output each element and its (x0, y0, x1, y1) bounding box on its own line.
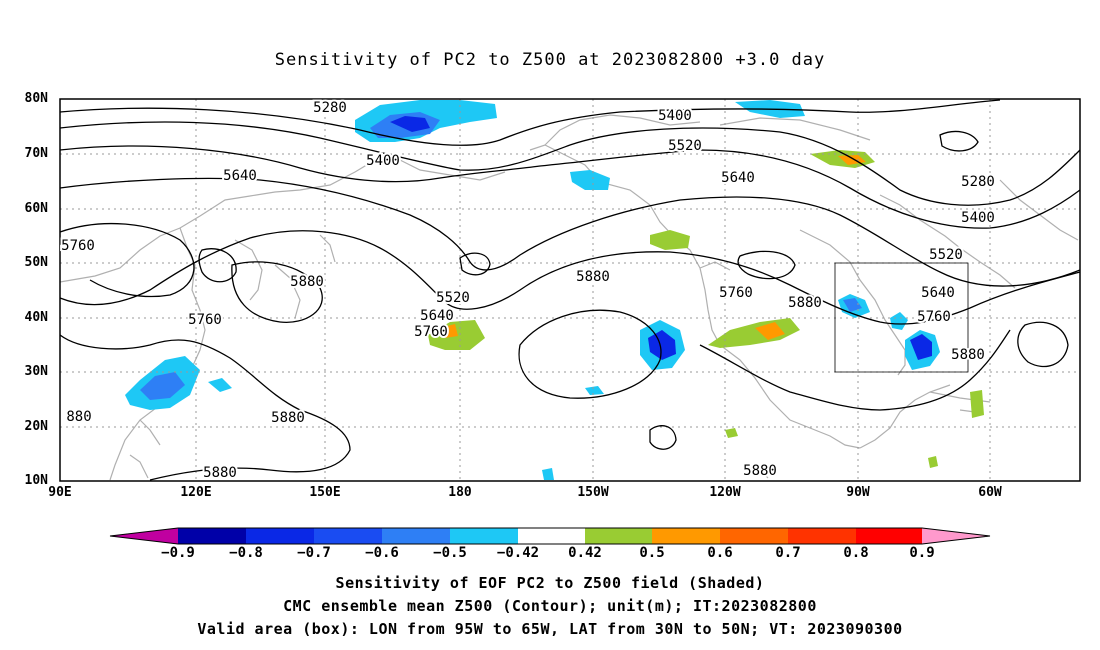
lat-label: 30N (24, 364, 48, 379)
lon-label: 120E (180, 485, 212, 500)
map-plot-area (59, 98, 1081, 482)
colorbar-swatch (720, 528, 788, 544)
colorbar-label: 0.7 (775, 545, 801, 561)
plot-frame (59, 98, 1081, 482)
contour-label: 5760 (414, 324, 448, 340)
contour-label: 5400 (366, 153, 400, 169)
colorbar-label: −0.42 (496, 545, 540, 561)
lon-label: 90E (48, 485, 72, 500)
lat-label: 50N (24, 255, 48, 270)
contour-label: 5880 (203, 465, 237, 481)
contour-label: 5880 (743, 463, 777, 479)
map-title: Sensitivity of PC2 to Z500 at 2023082800… (274, 50, 826, 70)
colorbar-swatch (314, 528, 382, 544)
lat-label: 10N (24, 473, 48, 488)
colorbar-swatch (788, 528, 856, 544)
lat-label: 20N (24, 419, 48, 434)
colorbar-swatch (518, 528, 585, 544)
colorbar-swatch (652, 528, 720, 544)
contour-label: 5400 (658, 108, 692, 124)
lat-label: 40N (24, 310, 48, 325)
colorbar-label: −0.9 (161, 545, 195, 561)
contour-label: 5640 (721, 170, 755, 186)
lon-label: 150W (577, 485, 609, 500)
lat-label: 60N (24, 201, 48, 216)
contour-label: 5280 (961, 174, 995, 190)
colorbar-swatch (246, 528, 314, 544)
z500-contours (59, 99, 1081, 481)
contour-label: 5520 (668, 138, 702, 154)
caption-shading: Sensitivity of EOF PC2 to Z500 field (Sh… (335, 574, 765, 592)
colorbar-label: −0.7 (297, 545, 331, 561)
contour-label: 5640 (921, 285, 955, 301)
colorbar-swatch (585, 528, 652, 544)
contour-label: 5760 (188, 312, 222, 328)
colorbar-label: 0.9 (909, 545, 935, 561)
lon-label: 90W (846, 485, 870, 500)
lon-label: 180 (448, 485, 472, 500)
contour-label: 5760 (719, 285, 753, 301)
lon-label: 120W (709, 485, 741, 500)
contour-label: 5520 (436, 290, 470, 306)
contour-label: 5760 (917, 309, 951, 325)
colorbar-swatch (178, 528, 246, 544)
contour-labels: 5280 5400 5640 5760 5880 5400 5520 5640 … (59, 98, 997, 483)
colorbar-label: −0.8 (229, 545, 263, 561)
contour-label: 5520 (929, 247, 963, 263)
contour-label: 5880 (290, 274, 324, 290)
contour-label: 5400 (961, 210, 995, 226)
colorbar-label: −0.5 (433, 545, 467, 561)
contour-label: 5880 (576, 269, 610, 285)
caption-valid-area: Valid area (box): LON from 95W to 65W, L… (197, 620, 903, 638)
contour-label: 5880 (271, 410, 305, 426)
contour-label: 5880 (788, 295, 822, 311)
colorbar-label: 0.5 (639, 545, 665, 561)
colorbar-label: 0.8 (843, 545, 869, 561)
colorbar-label: 0.6 (707, 545, 733, 561)
contour-label: 5880 (951, 347, 985, 363)
contour-label: 5640 (223, 168, 257, 184)
colorbar (109, 527, 991, 545)
colorbar-swatch (856, 528, 922, 544)
contour-label: 5640 (420, 308, 454, 324)
colorbar-high-arrow (922, 528, 990, 544)
caption-contour: CMC ensemble mean Z500 (Contour); unit(m… (283, 597, 817, 615)
lon-label: 60W (978, 485, 1002, 500)
colorbar-label: −0.6 (365, 545, 399, 561)
colorbar-swatch (450, 528, 518, 544)
lon-label: 150E (309, 485, 341, 500)
lat-label: 70N (24, 146, 48, 161)
contour-label: 880 (66, 409, 91, 425)
colorbar-label: 0.42 (568, 545, 602, 561)
colorbar-swatch (382, 528, 450, 544)
coastlines (59, 114, 1079, 481)
graticule (60, 99, 1080, 481)
contour-label: 5760 (61, 238, 95, 254)
contour-label: 5280 (313, 100, 347, 116)
lat-label: 80N (24, 91, 48, 106)
colorbar-low-arrow (110, 528, 178, 544)
